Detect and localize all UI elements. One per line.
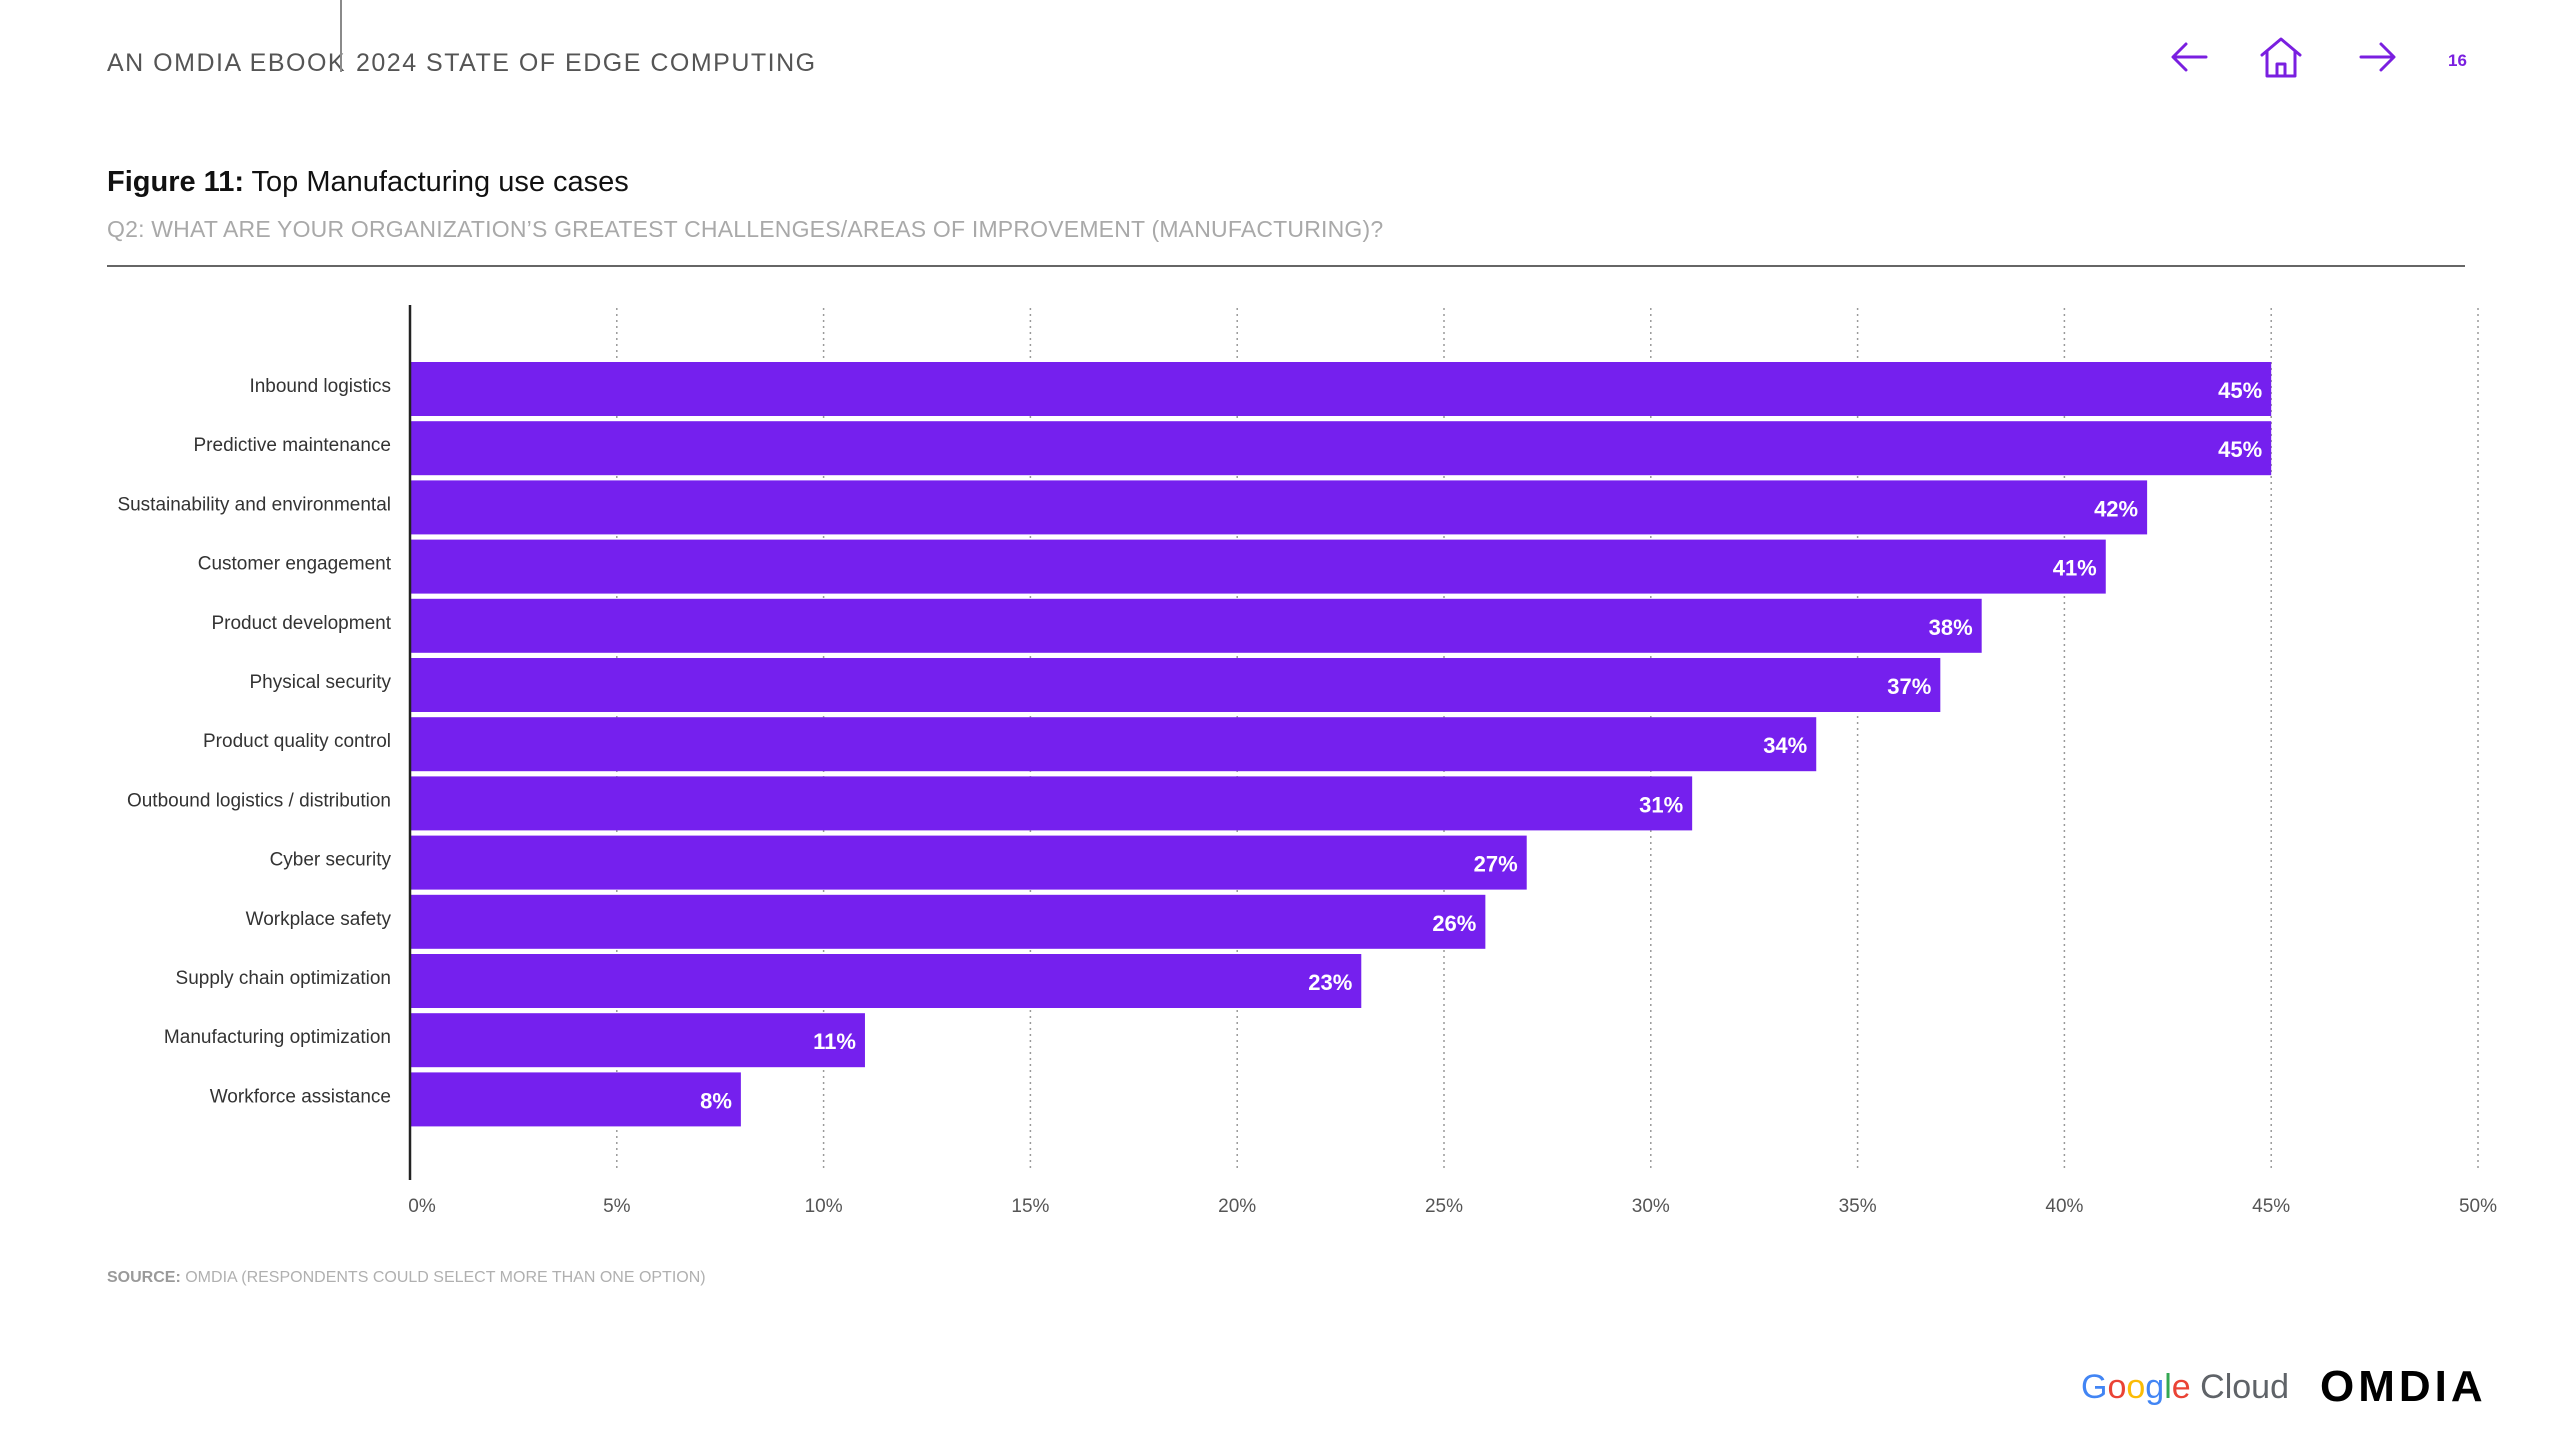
- x-tick-label: 10%: [805, 1196, 843, 1217]
- bar: [410, 658, 1941, 712]
- category-label: Sustainability and environmental: [117, 494, 391, 515]
- data-label: 41%: [2053, 556, 2097, 581]
- category-label: Manufacturing optimization: [164, 1027, 391, 1048]
- category-label: Outbound logistics / distribution: [127, 790, 391, 811]
- figure-title-prefix: Figure 11:: [107, 166, 244, 198]
- title-divider: [107, 265, 2465, 267]
- x-tick-label: 25%: [1425, 1196, 1463, 1217]
- source-text: OMDIA (RESPONDENTS COULD SELECT MORE THA…: [185, 1269, 706, 1286]
- ebook-title: 2024 STATE OF EDGE COMPUTING: [356, 49, 817, 77]
- category-label: Supply chain optimization: [176, 968, 391, 989]
- x-tick-label: 35%: [1839, 1196, 1877, 1217]
- x-tick-label: 40%: [2045, 1196, 2083, 1217]
- omdia-logo: OMDIA: [2320, 1362, 2487, 1411]
- arrow-left-icon: [2171, 42, 2208, 72]
- data-label: 26%: [1432, 911, 1476, 936]
- data-label: 34%: [1763, 733, 1807, 758]
- category-label: Predictive maintenance: [194, 435, 392, 456]
- bar: [410, 1013, 865, 1068]
- home-button[interactable]: [2258, 34, 2304, 90]
- previous-page-button[interactable]: [2166, 34, 2212, 90]
- category-label: Workplace safety: [246, 909, 392, 930]
- figure-title: Figure 11: Top Manufacturing use cases: [107, 166, 629, 199]
- data-label: 23%: [1308, 970, 1352, 995]
- header-divider: [340, 0, 342, 72]
- data-label: 45%: [2218, 437, 2262, 462]
- data-label: 45%: [2218, 378, 2262, 403]
- figure-title-text: Top Manufacturing use cases: [251, 166, 629, 198]
- bar: [410, 421, 2272, 476]
- category-label: Cyber security: [270, 850, 392, 871]
- bar: [410, 835, 1527, 890]
- google-cloud-logo: Google Cloud: [2081, 1368, 2289, 1406]
- page-header: AN OMDIA EBOOK 2024 STATE OF EDGE COMPUT…: [0, 0, 2560, 110]
- page-number: 16: [2448, 51, 2467, 70]
- ebook-label: AN OMDIA EBOOK: [107, 49, 347, 77]
- category-label: Physical security: [250, 672, 392, 693]
- source-label: SOURCE:: [107, 1269, 181, 1286]
- bar: [410, 894, 1486, 949]
- x-tick-label: 0%: [408, 1196, 436, 1217]
- bar: [410, 776, 1693, 831]
- next-page-button[interactable]: [2355, 34, 2401, 90]
- data-label: 42%: [2094, 496, 2138, 521]
- data-label: 8%: [700, 1088, 732, 1113]
- data-label: 31%: [1639, 792, 1683, 817]
- data-label: 38%: [1929, 615, 1973, 640]
- x-tick-label: 15%: [1011, 1196, 1049, 1217]
- bar: [410, 480, 2148, 535]
- category-label: Product quality control: [203, 731, 391, 752]
- x-tick-label: 45%: [2252, 1196, 2290, 1217]
- bar: [410, 1072, 741, 1127]
- figure-subtitle: Q2: WHAT ARE YOUR ORGANIZATION’S GREATES…: [107, 216, 1384, 242]
- source-note: SOURCE: OMDIA (RESPONDENTS COULD SELECT …: [107, 1269, 706, 1287]
- bar: [410, 539, 2106, 594]
- home-icon: [2260, 37, 2302, 78]
- category-label: Customer engagement: [198, 554, 392, 575]
- bar: [410, 598, 1982, 653]
- bar: [410, 717, 1817, 772]
- bar: [410, 954, 1362, 1008]
- category-label: Workforce assistance: [210, 1086, 391, 1107]
- data-label: 27%: [1474, 852, 1518, 877]
- x-tick-label: 50%: [2459, 1196, 2497, 1217]
- bar-chart: 45% Inbound logistics 45% Predictive mainte…: [117, 305, 2497, 1217]
- data-label: 37%: [1887, 674, 1931, 699]
- category-label: Inbound logistics: [249, 376, 391, 397]
- x-tick-label: 5%: [603, 1196, 631, 1217]
- data-label: 11%: [813, 1029, 856, 1054]
- bar: [410, 362, 2272, 416]
- x-tick-label: 20%: [1218, 1196, 1256, 1217]
- x-tick-label: 30%: [1632, 1196, 1670, 1217]
- category-label: Product development: [211, 613, 391, 634]
- arrow-right-icon: [2359, 42, 2396, 72]
